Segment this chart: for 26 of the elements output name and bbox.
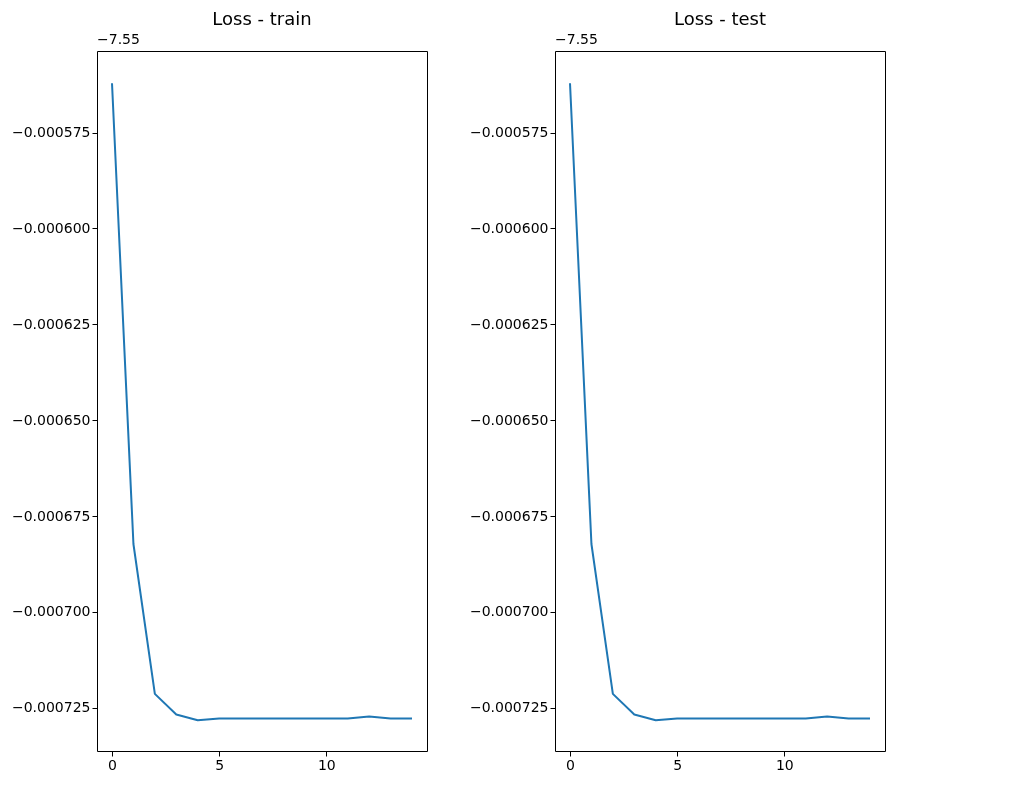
x-tick-label: 10 [317,756,336,773]
y-tick-label: −0.000700 [469,603,549,620]
x-tick-label: 5 [673,756,683,773]
y-tick-label: −0.000575 [11,124,91,141]
y-tick-label: −0.000725 [469,699,549,716]
y-tick-label: −0.000625 [469,315,549,332]
x-tick-label: 5 [215,756,225,773]
y-tick-label: −0.000575 [469,124,549,141]
y-tick-label: −0.000725 [11,699,91,716]
text: −7.55 [555,31,598,47]
chart-title: Loss - test [674,8,766,29]
text: −7.55 [97,31,140,47]
y-tick-label: −0.000600 [11,219,91,236]
line-series [111,82,413,722]
y-tick-label: −0.000625 [11,315,91,332]
chart-title: Loss - train [212,8,312,29]
y-tick-label: −0.000650 [469,411,549,428]
x-tick-label: 0 [108,756,117,773]
x-tick-label: 10 [775,756,794,773]
y-tick-label: −0.000675 [469,507,549,524]
line-series [569,82,871,722]
y-tick-label: −0.000675 [11,507,91,524]
x-tick-label: 0 [566,756,575,773]
y-tick-label: −0.000600 [469,219,549,236]
y-tick-label: −0.000650 [11,411,91,428]
y-tick-label: −0.000700 [11,603,91,620]
